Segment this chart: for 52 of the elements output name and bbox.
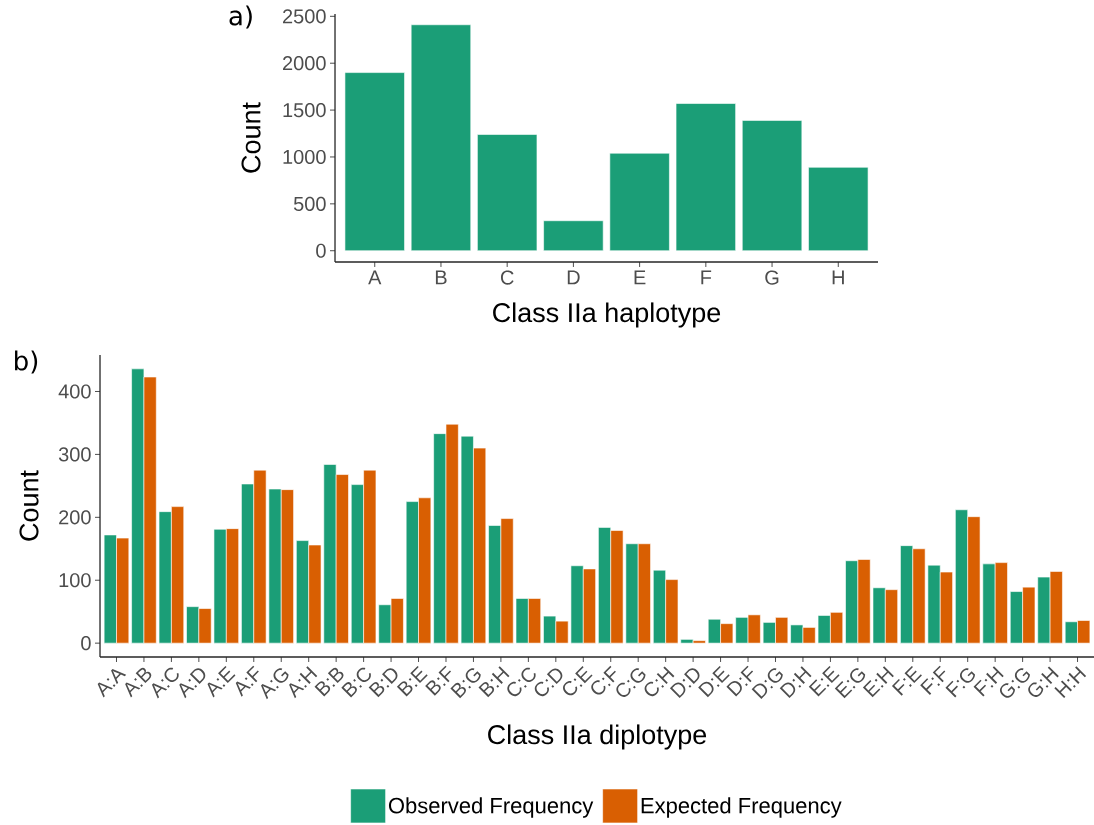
legend-label: Observed Frequency (388, 797, 594, 818)
y-axis-title: Count (241, 102, 261, 173)
y-tick-label: 200 (59, 510, 91, 525)
y-tick-label: 400 (58, 384, 91, 399)
x-tick-label: A:B (125, 667, 152, 698)
x-tick-label: F (701, 270, 712, 285)
x-tick-label: C:F (591, 665, 616, 695)
x-tick-label: F:G (945, 668, 975, 698)
chart-title: a) (229, 5, 252, 29)
bar (609, 152, 670, 252)
y-axis-title: Count (19, 470, 39, 541)
y-tick-label: 300 (58, 447, 91, 462)
x-tick-label: A:G (261, 668, 289, 700)
y-tick-label: 2000 (283, 56, 326, 71)
x-tick-label: A (368, 270, 382, 285)
legend-label: Expected Frequency (641, 797, 842, 818)
x-tick-label: A:A (97, 669, 127, 698)
y-tick-label: 0 (81, 636, 91, 651)
x-tick-label: A:E (207, 665, 236, 698)
x-tick-label: C:D (534, 668, 563, 697)
x-tick-label: C:C (507, 667, 536, 697)
bar (675, 103, 736, 252)
x-axis-title: Class IIa haplotype (493, 302, 721, 328)
bar (808, 166, 869, 252)
x-tick-label: A:D (179, 668, 206, 699)
x-tick-label: B (435, 270, 447, 285)
y-tick-label: 500 (293, 196, 326, 211)
bar (477, 134, 538, 252)
x-tick-label: E:H (862, 666, 894, 698)
x-tick-label: A:C (151, 667, 179, 699)
x-tick-label: C (500, 270, 514, 285)
x-tick-label: G (765, 270, 779, 285)
x-tick-label: F:E (891, 665, 922, 696)
bar (344, 72, 405, 252)
x-tick-label: E (634, 270, 646, 285)
y-tick-label: 1000 (283, 149, 326, 165)
y-tick-label: 0 (316, 243, 326, 258)
x-tick-label: B:D (368, 668, 398, 698)
bar (410, 24, 472, 252)
x-tick-label: C:E (563, 666, 593, 696)
bar (543, 220, 604, 252)
y-tick-label: 2500 (283, 9, 326, 24)
x-tick-label: H (832, 270, 844, 285)
y-tick-label: 100 (59, 573, 91, 588)
x-tick-label: C:G (616, 668, 646, 697)
y-tick-label: 1500 (283, 103, 326, 118)
bar (741, 120, 803, 252)
x-axis-title: Class IIa diplotype (488, 724, 707, 750)
x-tick-label: F:F (920, 665, 946, 695)
x-tick-label: D (567, 270, 580, 285)
chart-title: b) (15, 350, 38, 374)
x-tick-label: A:F (235, 665, 259, 697)
